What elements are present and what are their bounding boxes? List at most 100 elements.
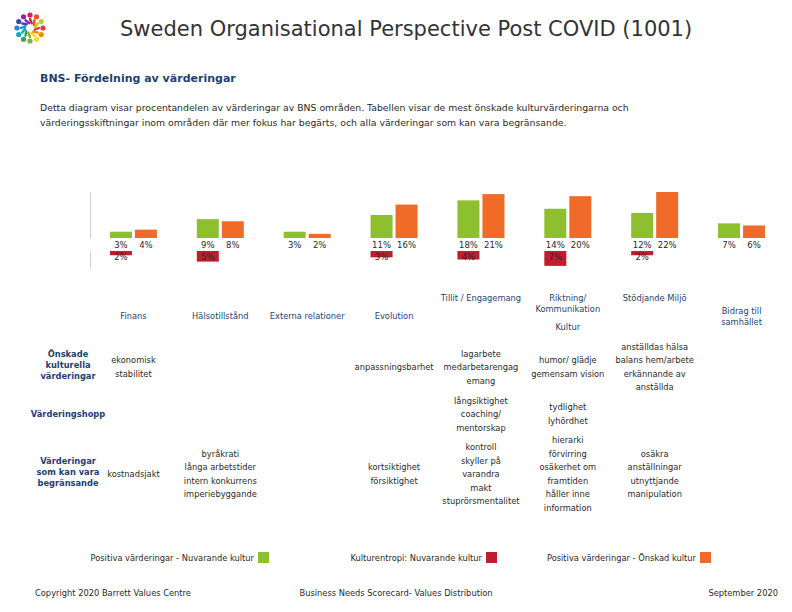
bar (396, 205, 418, 238)
bar (222, 221, 244, 238)
table-cell: byråkrati (202, 449, 240, 459)
page: Sweden Organisational Perspective Post C… (0, 0, 792, 612)
footer-right: September 2020 (708, 588, 778, 598)
description-line: värderingsskiftningar inom områden där m… (40, 117, 566, 128)
table-cell: osäkerhet om (539, 462, 596, 472)
table-cell: anpassningsbarhet (355, 362, 435, 372)
table-cell: coaching/ (461, 409, 501, 419)
table-cell: anställda (636, 382, 674, 392)
data-label: 22% (658, 240, 677, 250)
logo-dot (21, 14, 26, 19)
legend-swatch (700, 552, 711, 563)
logo-arm (22, 22, 27, 25)
table-cell: kortsiktighet (368, 462, 421, 472)
bar (743, 225, 765, 238)
footer-center: Business Needs Scorecard- Values Distrib… (299, 588, 492, 598)
category-group-label: Kultur (556, 322, 581, 332)
y2-axis (90, 252, 91, 269)
legend-swatch (486, 552, 497, 563)
table-cell: humor/ glädje (539, 355, 597, 365)
table-cell: makt (470, 483, 492, 493)
row-header: värderingar (40, 371, 96, 381)
table-cell: lagarbete (461, 349, 501, 359)
category-label: Bidrag tillsamhället (721, 306, 763, 327)
footer-left: Copyright 2020 Barrett Values Centre (35, 588, 191, 598)
logo (14, 12, 45, 43)
data-label: 8% (226, 240, 240, 250)
logo-arm (24, 31, 27, 36)
row-header: Värderingshopp (31, 409, 105, 419)
table-cell: hierarki (552, 435, 584, 445)
table-cell: varandra (462, 469, 500, 479)
table-cell: lyhördhet (548, 416, 588, 426)
bars-main (110, 192, 765, 238)
row-header: begränsande (37, 478, 98, 488)
table-cell: långsiktighet (454, 396, 509, 406)
row-header: som kan vara (37, 467, 100, 477)
legend-label: Positiva värderingar - Önskad kultur (547, 553, 697, 563)
logo-dot (16, 32, 21, 37)
table-cell: kostnadsjakt (107, 469, 160, 479)
bar (135, 230, 157, 238)
legend-swatch (258, 552, 269, 563)
logo-dot (39, 32, 44, 37)
table-cell: osäkra (641, 449, 669, 459)
logo-arm (31, 33, 35, 36)
logo-dot (27, 12, 32, 17)
bar (544, 209, 566, 238)
logo-dot (27, 38, 32, 43)
bar (631, 213, 653, 238)
row-header: Önskade (48, 349, 89, 359)
bar (482, 194, 504, 238)
data-label: 6% (747, 240, 761, 250)
table-cell: anställningar (628, 462, 683, 472)
data-label: 18% (459, 240, 478, 250)
logo-arm (28, 33, 30, 37)
category-label: Finans (120, 311, 146, 321)
row-header: Värderingar (40, 456, 97, 466)
title: Sweden Organisational Perspective Post C… (120, 17, 692, 41)
data-label: 7% (549, 252, 563, 262)
table-cell: håller inne (546, 489, 590, 499)
logo-dot (40, 25, 45, 30)
category-label: Stödjande Miljö (623, 293, 687, 303)
logo-dot (14, 25, 19, 30)
data-label: 3% (288, 240, 302, 250)
table-cell: information (544, 503, 592, 513)
table-cell: framtiden (547, 476, 588, 486)
description-line: Detta diagram visar procentandelen av vä… (40, 102, 629, 113)
table-cell: tydlighet (549, 402, 587, 412)
values-table: ÖnskadekulturellavärderingarVärderingsho… (31, 342, 694, 513)
data-labels: 3%9%3%11%18%14%12%7%4%8%2%16%21%20%22%6%… (114, 240, 761, 262)
category-label: Externa relationer (270, 311, 345, 321)
bar (457, 200, 479, 238)
bar (371, 215, 393, 238)
table-cell: medarbetarengag (444, 362, 519, 372)
bar-entropy (544, 251, 566, 266)
table-cell: försiktighet (370, 476, 418, 486)
bar-entropy (197, 251, 219, 262)
bar (718, 223, 740, 238)
logo-arm (22, 29, 25, 33)
table-cell: erkännande av (624, 369, 686, 379)
data-label: 2% (313, 240, 327, 250)
table-cell: kontroll (465, 442, 496, 452)
logo-arm (35, 24, 38, 28)
table-cell: anställdas hälsa (621, 342, 688, 352)
data-label: 11% (372, 240, 391, 250)
table-cell: intern konkurrens (184, 476, 257, 486)
y-axis-line (90, 193, 91, 239)
logo-arm (26, 20, 30, 23)
bar (569, 196, 591, 238)
bar (197, 219, 219, 238)
y-axis (90, 193, 91, 239)
table-cell: imperiebyggande (184, 489, 257, 499)
data-label: 21% (484, 240, 503, 250)
logo-arm (33, 20, 36, 25)
logo-dot (34, 14, 39, 19)
data-label: 3% (375, 252, 389, 262)
logo-dot (39, 19, 44, 24)
logo-dot (21, 37, 26, 42)
logo-dot (34, 37, 39, 42)
data-label: 2% (114, 252, 128, 262)
